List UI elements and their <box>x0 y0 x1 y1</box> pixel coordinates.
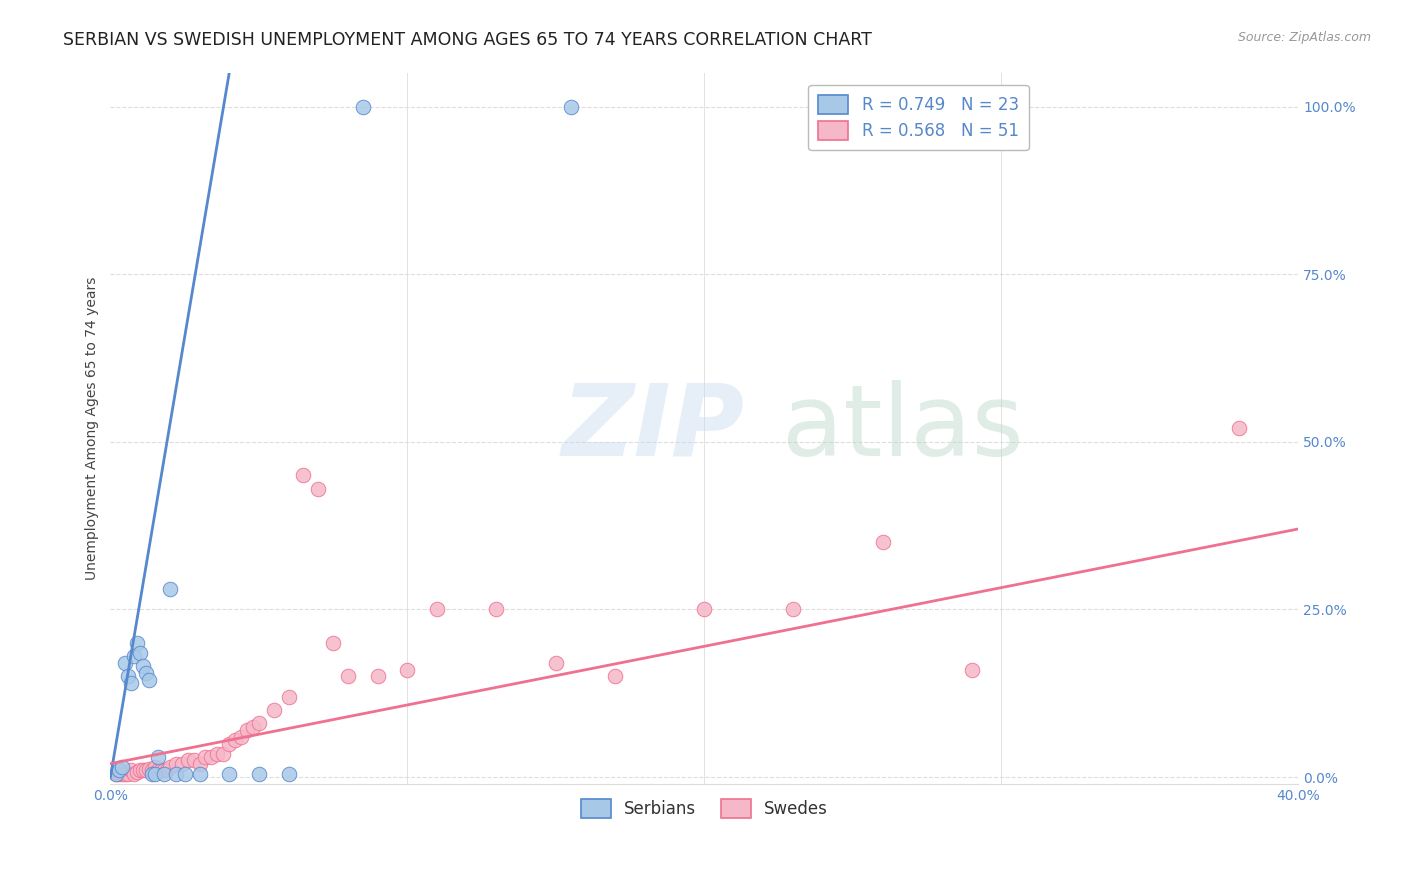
Point <box>872 535 894 549</box>
Point <box>693 602 716 616</box>
Point <box>129 764 152 778</box>
Point <box>165 766 187 780</box>
Point <box>108 766 131 780</box>
Point <box>188 766 211 780</box>
Point <box>143 760 166 774</box>
Point <box>138 673 160 687</box>
Text: SERBIAN VS SWEDISH UNEMPLOYMENT AMONG AGES 65 TO 74 YEARS CORRELATION CHART: SERBIAN VS SWEDISH UNEMPLOYMENT AMONG AG… <box>63 31 872 49</box>
Point <box>322 636 344 650</box>
Point <box>122 766 145 780</box>
Text: ZIP: ZIP <box>562 380 745 477</box>
Point <box>247 766 270 780</box>
Point <box>229 730 252 744</box>
Point <box>352 99 374 113</box>
Point <box>146 764 169 778</box>
Text: Source: ZipAtlas.com: Source: ZipAtlas.com <box>1237 31 1371 45</box>
Point <box>141 766 163 780</box>
Point <box>153 764 176 778</box>
Point <box>149 764 172 778</box>
Point <box>138 762 160 776</box>
Point <box>120 676 142 690</box>
Point <box>194 750 217 764</box>
Point <box>277 766 299 780</box>
Point <box>159 582 181 597</box>
Point <box>114 766 136 780</box>
Point <box>156 764 179 778</box>
Y-axis label: Unemployment Among Ages 65 to 74 years: Unemployment Among Ages 65 to 74 years <box>86 277 100 580</box>
Point <box>188 756 211 771</box>
Point <box>544 656 567 670</box>
Point <box>105 766 128 780</box>
Point <box>117 766 139 780</box>
Point <box>132 764 155 778</box>
Point <box>485 602 508 616</box>
Point <box>960 663 983 677</box>
Point <box>236 723 259 737</box>
Point <box>111 766 134 780</box>
Point <box>307 482 329 496</box>
Point <box>1227 421 1250 435</box>
Point <box>127 764 149 779</box>
Point <box>135 764 157 778</box>
Point <box>212 747 235 761</box>
Point <box>120 764 142 778</box>
Point <box>159 760 181 774</box>
Point <box>153 766 176 780</box>
Point <box>135 666 157 681</box>
Point <box>132 659 155 673</box>
Point <box>114 656 136 670</box>
Point <box>105 766 128 780</box>
Point <box>605 669 627 683</box>
Point <box>173 766 195 780</box>
Point <box>129 646 152 660</box>
Point <box>146 750 169 764</box>
Point <box>183 753 205 767</box>
Point <box>277 690 299 704</box>
Point <box>242 720 264 734</box>
Point <box>218 766 240 780</box>
Point <box>367 669 389 683</box>
Point <box>176 753 198 767</box>
Point <box>141 764 163 778</box>
Text: atlas: atlas <box>782 380 1024 477</box>
Point <box>108 764 131 778</box>
Legend: Serbians, Swedes: Serbians, Swedes <box>574 793 835 825</box>
Point <box>165 756 187 771</box>
Point <box>111 760 134 774</box>
Point <box>292 468 315 483</box>
Point <box>224 733 246 747</box>
Point <box>122 649 145 664</box>
Point <box>170 756 193 771</box>
Point <box>200 750 222 764</box>
Point <box>218 737 240 751</box>
Point <box>782 602 804 616</box>
Point <box>426 602 449 616</box>
Point <box>263 703 285 717</box>
Point <box>117 669 139 683</box>
Point <box>560 99 582 113</box>
Point <box>127 636 149 650</box>
Point <box>247 716 270 731</box>
Point <box>207 747 229 761</box>
Point <box>143 766 166 780</box>
Point <box>337 669 360 683</box>
Point <box>396 663 419 677</box>
